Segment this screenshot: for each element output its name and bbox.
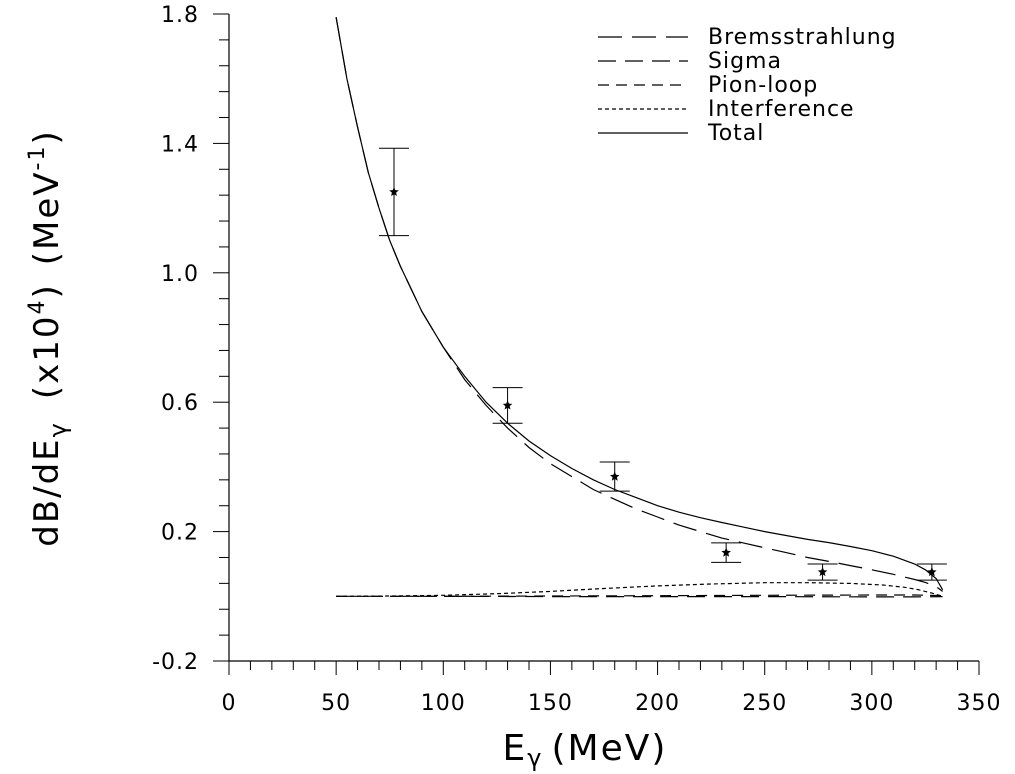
y-tick-label: 0.6 [161, 391, 199, 416]
data-point [599, 461, 630, 492]
x-tick-label: 350 [957, 691, 1002, 716]
legend-item: Pion-loop [598, 73, 818, 98]
x-tick-label: 300 [849, 691, 894, 716]
legend-item: Sigma [598, 49, 782, 74]
legend-label: Sigma [708, 49, 782, 74]
data-point [807, 563, 838, 581]
legend: BremsstrahlungSigmaPion-loopInterference… [598, 25, 897, 146]
series-interference-line [336, 582, 943, 597]
x-axis-title: Eγ (MeV) [503, 728, 668, 772]
y-tick-label: 1.4 [161, 132, 199, 157]
y-axis-title: dB/dEγ (x104) (MeV-1) [25, 129, 72, 547]
x-tick-label: 0 [222, 691, 237, 716]
y-axis-title-scale-exp: 4 [25, 298, 50, 314]
data-point [492, 387, 523, 424]
y-tick-label: 1.8 [161, 3, 199, 28]
x-tick-label: 250 [742, 691, 787, 716]
data-point [379, 147, 409, 237]
star-marker [389, 186, 399, 196]
y-tick-label: -0.2 [152, 650, 199, 675]
y-axis-title-unit: (MeV [27, 170, 67, 265]
star-marker [817, 567, 828, 577]
legend-item: Interference [598, 97, 855, 122]
x-tick-label: 150 [528, 691, 573, 716]
y-axis-title-main: dB/dE [27, 437, 67, 546]
star-marker [502, 400, 513, 410]
data-points-layer [379, 147, 947, 581]
x-tick-label: 200 [635, 691, 680, 716]
x-axis: 0 50 100 150 200 250 300 350 [222, 661, 1002, 716]
y-axis-title-unit-close: ) [27, 129, 67, 144]
x-axis-title-sub: γ [527, 744, 543, 772]
star-marker [610, 471, 620, 481]
legend-label: Total [707, 121, 764, 146]
x-tick-label: 50 [321, 691, 351, 716]
legend-label: Bremsstrahlung [708, 25, 897, 50]
x-axis-title-unit: (MeV) [552, 728, 668, 769]
series-layer [335, 17, 944, 598]
legend-label: Pion-loop [708, 73, 818, 98]
x-tick-label: 100 [421, 691, 466, 716]
data-point [711, 542, 742, 563]
y-axis: -0.2 0.2 0.6 1.0 1.4 1.8 [152, 3, 229, 675]
legend-item: Total [598, 121, 764, 146]
data-point [916, 563, 947, 581]
series-total-line [335, 17, 944, 591]
y-tick-label: 1.0 [161, 262, 199, 287]
y-axis-title-sub: γ [44, 421, 72, 437]
legend-item: Bremsstrahlung [598, 25, 897, 50]
y-axis-title-scale-close: ) [27, 283, 67, 298]
series-sigma-line [336, 595, 943, 598]
star-marker [721, 547, 731, 557]
y-tick-label: 0.2 [161, 521, 199, 546]
plot-frame [228, 14, 979, 662]
x-axis-title-main: E [503, 728, 528, 769]
star-marker [927, 567, 937, 577]
legend-label: Interference [708, 97, 855, 122]
y-axis-title-scale: (x10 [27, 314, 67, 399]
y-axis-title-unit-exp: -1 [25, 144, 50, 170]
